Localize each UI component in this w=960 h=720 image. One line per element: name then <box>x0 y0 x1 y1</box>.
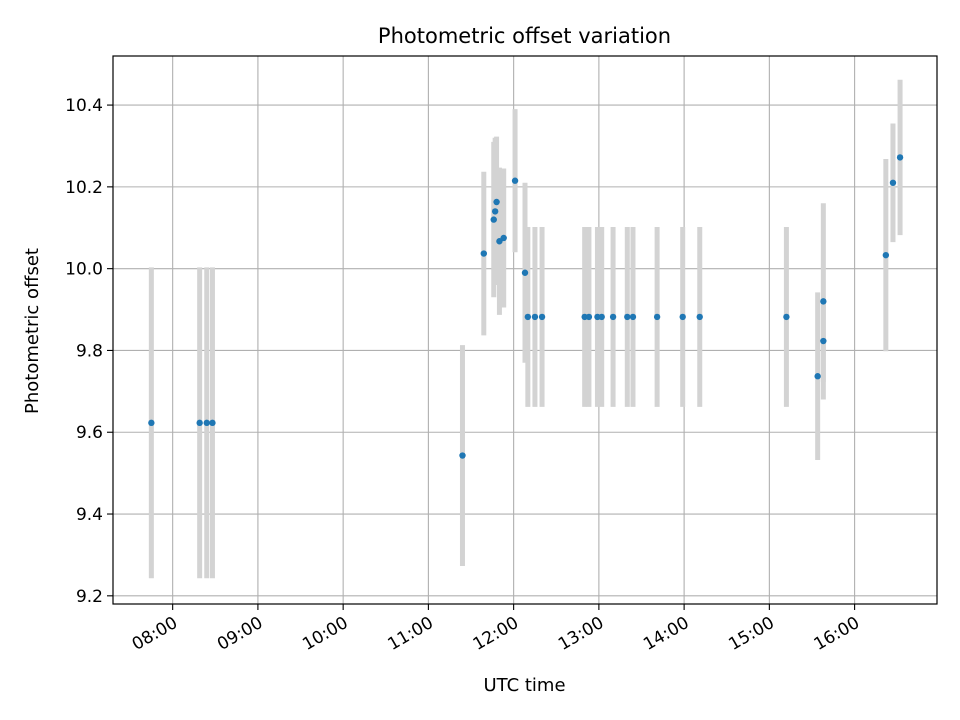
data-point <box>609 313 617 321</box>
data-point <box>480 250 487 257</box>
x-axis-label: UTC time <box>483 675 565 696</box>
data-point <box>629 313 637 321</box>
data-point <box>624 313 631 321</box>
data-point <box>814 373 821 380</box>
data-point <box>896 154 904 161</box>
data-point <box>531 313 539 321</box>
y-tick-label: 9.6 <box>76 423 103 443</box>
data-point <box>490 216 497 223</box>
data-point <box>783 313 790 321</box>
data-point <box>598 313 605 321</box>
data-point <box>196 419 203 427</box>
data-point <box>889 179 897 186</box>
y-tick-label: 10.2 <box>65 178 103 198</box>
data-point <box>203 419 210 427</box>
data-point <box>820 337 827 345</box>
data-point <box>524 313 532 321</box>
data-points <box>148 154 904 459</box>
data-point <box>491 208 499 215</box>
data-point <box>653 313 661 321</box>
y-tick-label: 10.4 <box>65 96 103 116</box>
y-tick-label: 9.2 <box>76 587 103 607</box>
data-point <box>696 313 703 321</box>
data-point <box>882 251 890 259</box>
data-point <box>493 198 500 206</box>
y-tick-label: 10.0 <box>65 260 103 280</box>
y-tick-label: 9.8 <box>76 341 103 361</box>
y-axis-label: Photometric offset <box>22 248 43 414</box>
chart-title: Photometric offset variation <box>378 24 671 48</box>
data-point <box>511 177 519 184</box>
data-point <box>679 313 686 321</box>
data-point <box>500 234 507 242</box>
y-axis-ticks: 9.2 9.4 9.6 9.8 10.0 10.2 10.4 <box>65 96 113 607</box>
data-point <box>459 452 466 459</box>
data-point <box>209 419 216 427</box>
data-point <box>585 313 593 321</box>
data-point <box>820 298 827 305</box>
data-point <box>521 269 529 276</box>
y-tick-label: 9.4 <box>76 505 103 525</box>
data-point <box>148 419 155 427</box>
data-point <box>538 313 546 321</box>
plot-frame <box>112 55 938 605</box>
